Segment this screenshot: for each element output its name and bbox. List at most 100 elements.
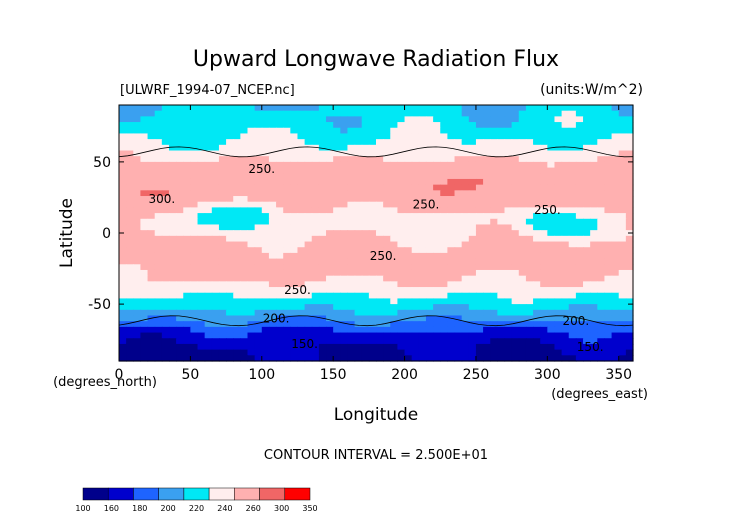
- heatmap-cell: [468, 127, 477, 135]
- heatmap-cell: [361, 218, 370, 226]
- heatmap-cell: [347, 167, 356, 174]
- heatmap-cell: [583, 207, 591, 214]
- heatmap-cell: [540, 332, 548, 339]
- heatmap-cell: [497, 207, 506, 214]
- heatmap-cell: [383, 332, 391, 339]
- heatmap-cell: [461, 292, 470, 300]
- heatmap-cell: [625, 281, 634, 288]
- heatmap-cell: [497, 213, 506, 220]
- heatmap-cell: [590, 264, 598, 271]
- heatmap-cell: [575, 264, 584, 271]
- heatmap-cell: [283, 252, 291, 260]
- heatmap-cell: [261, 326, 270, 334]
- heatmap-cell: [147, 338, 156, 345]
- heatmap-cell: [604, 139, 613, 146]
- heatmap-cell: [147, 304, 156, 311]
- heatmap-cell: [318, 275, 327, 282]
- heatmap-cell: [618, 144, 627, 152]
- heatmap-cell: [326, 110, 334, 117]
- heatmap-cell: [618, 252, 627, 260]
- heatmap-cell: [590, 298, 598, 305]
- heatmap-cell: [425, 133, 434, 140]
- heatmap-cell: [504, 343, 513, 351]
- heatmap-cell: [561, 355, 570, 362]
- heatmap-cell: [468, 122, 477, 129]
- heatmap-cell: [290, 321, 299, 328]
- heatmap-cell: [333, 292, 341, 300]
- heatmap-cell: [540, 343, 548, 351]
- heatmap-cell: [454, 161, 463, 169]
- heatmap-cell: [154, 355, 163, 362]
- heatmap-cell: [254, 144, 263, 152]
- heatmap-cell: [126, 355, 134, 362]
- heatmap-cell: [611, 190, 620, 197]
- heatmap-cell: [440, 178, 448, 186]
- heatmap-cell: [147, 315, 156, 322]
- heatmap-cell: [590, 241, 598, 248]
- heatmap-cell: [333, 264, 341, 271]
- heatmap-cell: [140, 252, 149, 260]
- heatmap-cell: [154, 207, 163, 214]
- heatmap-cell: [447, 178, 456, 186]
- heatmap-cell: [240, 264, 249, 271]
- heatmap-cell: [140, 218, 149, 226]
- heatmap-cell: [418, 116, 427, 123]
- contour-label: 250.: [248, 162, 275, 176]
- heatmap-cell: [383, 275, 391, 282]
- heatmap-cell: [483, 110, 491, 117]
- heatmap-cell: [211, 247, 220, 254]
- heatmap-cell: [454, 235, 463, 243]
- heatmap-cell: [425, 230, 434, 237]
- heatmap-cell: [154, 321, 163, 328]
- heatmap-cell: [525, 178, 534, 186]
- heatmap-cell: [154, 139, 163, 146]
- colorbar-swatch: [82, 487, 109, 501]
- heatmap-cell: [461, 133, 470, 140]
- heatmap-cell: [254, 315, 263, 322]
- heatmap-cell: [204, 105, 213, 112]
- heatmap-cell: [119, 241, 127, 248]
- heatmap-cell: [611, 292, 620, 300]
- heatmap-cell: [376, 241, 384, 248]
- heatmap-cell: [204, 196, 213, 203]
- heatmap-cell: [311, 258, 320, 265]
- heatmap-cell: [168, 144, 177, 152]
- heatmap-cell: [204, 139, 213, 146]
- heatmap-cell: [347, 178, 356, 186]
- heatmap-cell: [561, 287, 570, 294]
- heatmap-cell: [176, 332, 184, 339]
- heatmap-cell: [168, 321, 177, 328]
- heatmap-cell: [590, 139, 598, 146]
- heatmap-cell: [240, 235, 249, 243]
- heatmap-cell: [283, 235, 291, 243]
- heatmap-cell: [483, 338, 491, 345]
- heatmap-cell: [454, 309, 463, 317]
- heatmap-cell: [254, 173, 263, 180]
- heatmap-cell: [226, 355, 234, 362]
- heatmap-cell: [618, 349, 627, 356]
- heatmap-cell: [247, 173, 256, 180]
- heatmap-cell: [183, 287, 191, 294]
- heatmap-cell: [397, 309, 406, 317]
- heatmap-cell: [190, 196, 199, 203]
- heatmap-cell: [475, 201, 484, 208]
- heatmap-cell: [190, 338, 199, 345]
- heatmap-cell: [276, 247, 284, 254]
- heatmap-cell: [490, 281, 498, 288]
- heatmap-cell: [176, 304, 184, 311]
- heatmap-cell: [261, 230, 270, 237]
- heatmap-cell: [547, 264, 556, 271]
- heatmap-cell: [368, 247, 377, 254]
- heatmap-cell: [226, 144, 234, 152]
- heatmap-cell: [161, 156, 170, 163]
- heatmap-cell: [211, 150, 220, 157]
- heatmap-cell: [176, 110, 184, 117]
- heatmap-cell: [361, 247, 370, 254]
- heatmap-cell: [533, 258, 541, 265]
- heatmap-cell: [533, 309, 541, 317]
- heatmap-cell: [547, 287, 556, 294]
- heatmap-cell: [425, 173, 434, 180]
- heatmap-cell: [197, 201, 206, 208]
- heatmap-cell: [318, 139, 327, 146]
- heatmap-cell: [583, 224, 591, 231]
